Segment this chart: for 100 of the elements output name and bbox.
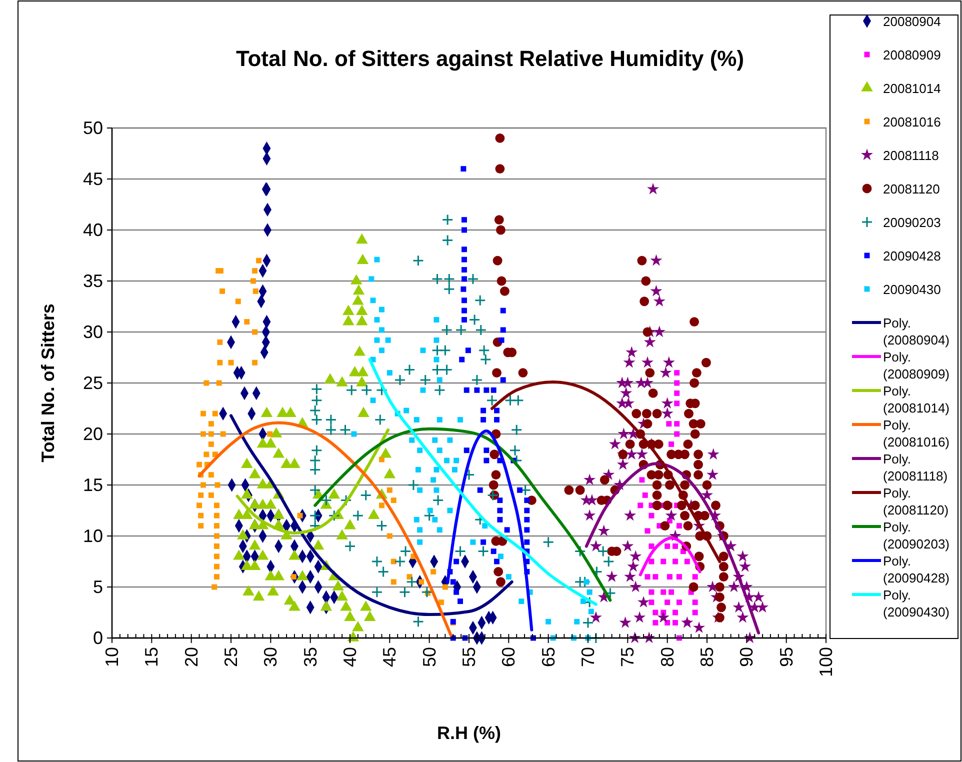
point: [454, 589, 460, 595]
point: [444, 458, 450, 464]
point: [676, 574, 682, 580]
point: [378, 306, 384, 312]
point: [652, 610, 658, 616]
point: [648, 512, 654, 518]
point: [546, 618, 552, 624]
point: [524, 516, 530, 522]
point: [584, 579, 590, 585]
point: [458, 598, 464, 604]
point: [462, 276, 467, 282]
point: [676, 600, 682, 606]
point: [664, 543, 670, 549]
point: [652, 620, 658, 626]
point: [474, 387, 480, 393]
y-tick-label: 5: [92, 577, 103, 597]
point: [417, 487, 423, 493]
point: [639, 477, 645, 483]
y-tick-label: 10: [82, 526, 103, 546]
point: [644, 528, 650, 534]
x-tick-label: 65: [538, 647, 558, 668]
point: [494, 416, 500, 422]
point: [672, 610, 678, 616]
point: [447, 437, 453, 443]
point: [436, 527, 442, 533]
point: [477, 487, 483, 493]
x-tick-label: 55: [459, 647, 479, 668]
legend-label: Poly. (20081118): [883, 452, 948, 484]
point: [484, 387, 490, 393]
point: [414, 416, 420, 422]
point: [497, 508, 503, 514]
point: [462, 308, 467, 314]
point: [436, 416, 442, 422]
x-tick-label: 75: [618, 647, 638, 668]
y-axis-title: Total No. of Sitters: [38, 304, 58, 462]
legend-label: 20081014: [883, 81, 941, 96]
point: [374, 337, 380, 343]
point: [480, 539, 486, 545]
point: [454, 558, 460, 564]
point: [504, 527, 510, 533]
line-series: [314, 427, 612, 602]
point: [432, 516, 438, 522]
chart-title: Total No. of Sitters against Relative Humidity (%): [236, 46, 744, 71]
point: [462, 227, 467, 233]
point: [462, 267, 467, 273]
point: [490, 548, 496, 554]
point: [386, 370, 392, 376]
point: [484, 458, 490, 464]
point: [420, 348, 426, 354]
x-tick-label: 35: [300, 647, 320, 668]
point: [434, 317, 440, 322]
point: [436, 448, 442, 454]
point: [462, 246, 467, 252]
point: [434, 466, 440, 472]
point: [480, 416, 486, 422]
x-tick-label: 90: [736, 647, 757, 668]
point: [692, 600, 698, 606]
point: [470, 539, 476, 545]
point: [447, 508, 453, 514]
line-series: [368, 358, 598, 606]
point: [638, 502, 644, 508]
point: [500, 327, 506, 333]
point: [414, 516, 420, 522]
point: [668, 441, 674, 447]
y-tick-label: 20: [82, 424, 103, 444]
point: [684, 558, 690, 564]
point: [668, 589, 674, 595]
point: [674, 400, 680, 406]
x-tick-label: 45: [380, 647, 400, 668]
point: [368, 276, 374, 282]
point: [506, 574, 512, 580]
point: [518, 598, 524, 604]
point: [660, 589, 666, 595]
point: [462, 256, 467, 262]
point: [672, 543, 678, 549]
point: [434, 356, 440, 362]
point: [672, 620, 678, 626]
point: [524, 527, 530, 533]
point: [459, 356, 465, 362]
point: [452, 466, 458, 472]
point: [666, 574, 672, 580]
point: [674, 421, 680, 427]
y-tick-label: 25: [82, 373, 103, 393]
legend-label: 20081120: [883, 182, 940, 196]
point: [490, 387, 496, 393]
point: [494, 558, 500, 564]
point: [494, 408, 500, 414]
legend-label: 20081016: [883, 114, 941, 130]
point: [378, 348, 384, 354]
point: [500, 308, 506, 314]
point: [420, 387, 426, 393]
point: [574, 618, 580, 624]
x-tick-label: 95: [776, 647, 796, 668]
x-tick-label: 40: [340, 647, 360, 668]
point: [374, 317, 380, 322]
point: [648, 543, 654, 549]
point: [417, 448, 423, 454]
point: [666, 421, 672, 427]
point: [524, 539, 530, 545]
legend-label: 20090430: [883, 282, 941, 297]
